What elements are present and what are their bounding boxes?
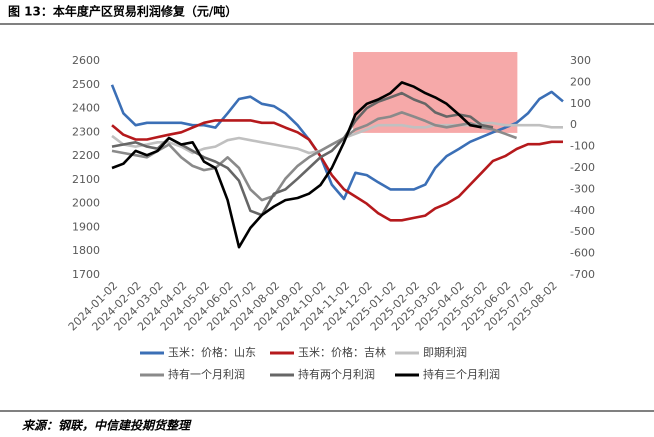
y2-tick-label: 0 bbox=[570, 118, 577, 131]
series-line bbox=[111, 119, 563, 222]
legend-label: 持有三个月利润 bbox=[423, 367, 500, 381]
y-tick-label: 2100 bbox=[72, 173, 100, 186]
y2-tick-label: 300 bbox=[570, 54, 591, 67]
y2-tick-label: -600 bbox=[570, 247, 595, 260]
y2-tick-label: -300 bbox=[570, 182, 595, 195]
y2-tick-label: -200 bbox=[570, 161, 595, 174]
y-tick-label: 1700 bbox=[72, 268, 100, 281]
y-tick-label: 1800 bbox=[72, 244, 100, 257]
y-tick-label: 2500 bbox=[72, 78, 100, 91]
y2-tick-label: 100 bbox=[570, 97, 591, 110]
legend-label: 即期利润 bbox=[423, 345, 467, 359]
y2-tick-label: -400 bbox=[570, 204, 595, 217]
y2-tick-label: -500 bbox=[570, 225, 595, 238]
y-tick-label: 2300 bbox=[72, 125, 100, 138]
y2-tick-label: -700 bbox=[570, 268, 595, 281]
chart-title: 图 13：本年度产区贸易利润修复（元/吨） bbox=[8, 4, 237, 19]
series-line bbox=[110, 84, 564, 201]
series-line bbox=[111, 81, 482, 249]
source: 来源：钢联，中信建投期货整理 bbox=[22, 419, 192, 433]
legend-label: 持有两个月利润 bbox=[298, 367, 375, 381]
series-line bbox=[111, 111, 518, 202]
y-tick-label: 2000 bbox=[72, 197, 100, 210]
y2-tick-label: 200 bbox=[570, 75, 591, 88]
y2-tick-label: -100 bbox=[570, 140, 595, 153]
legend-label: 持有一个月利润 bbox=[168, 367, 245, 381]
legend-label: 玉米：价格：山东 bbox=[168, 345, 256, 359]
y-tick-label: 2600 bbox=[72, 54, 100, 67]
y-tick-label: 2200 bbox=[72, 149, 100, 162]
y-tick-label: 2400 bbox=[72, 102, 100, 115]
y-tick-label: 1900 bbox=[72, 220, 100, 233]
highlight-region bbox=[353, 52, 518, 133]
legend-label: 玉米：价格：吉林 bbox=[298, 345, 386, 359]
